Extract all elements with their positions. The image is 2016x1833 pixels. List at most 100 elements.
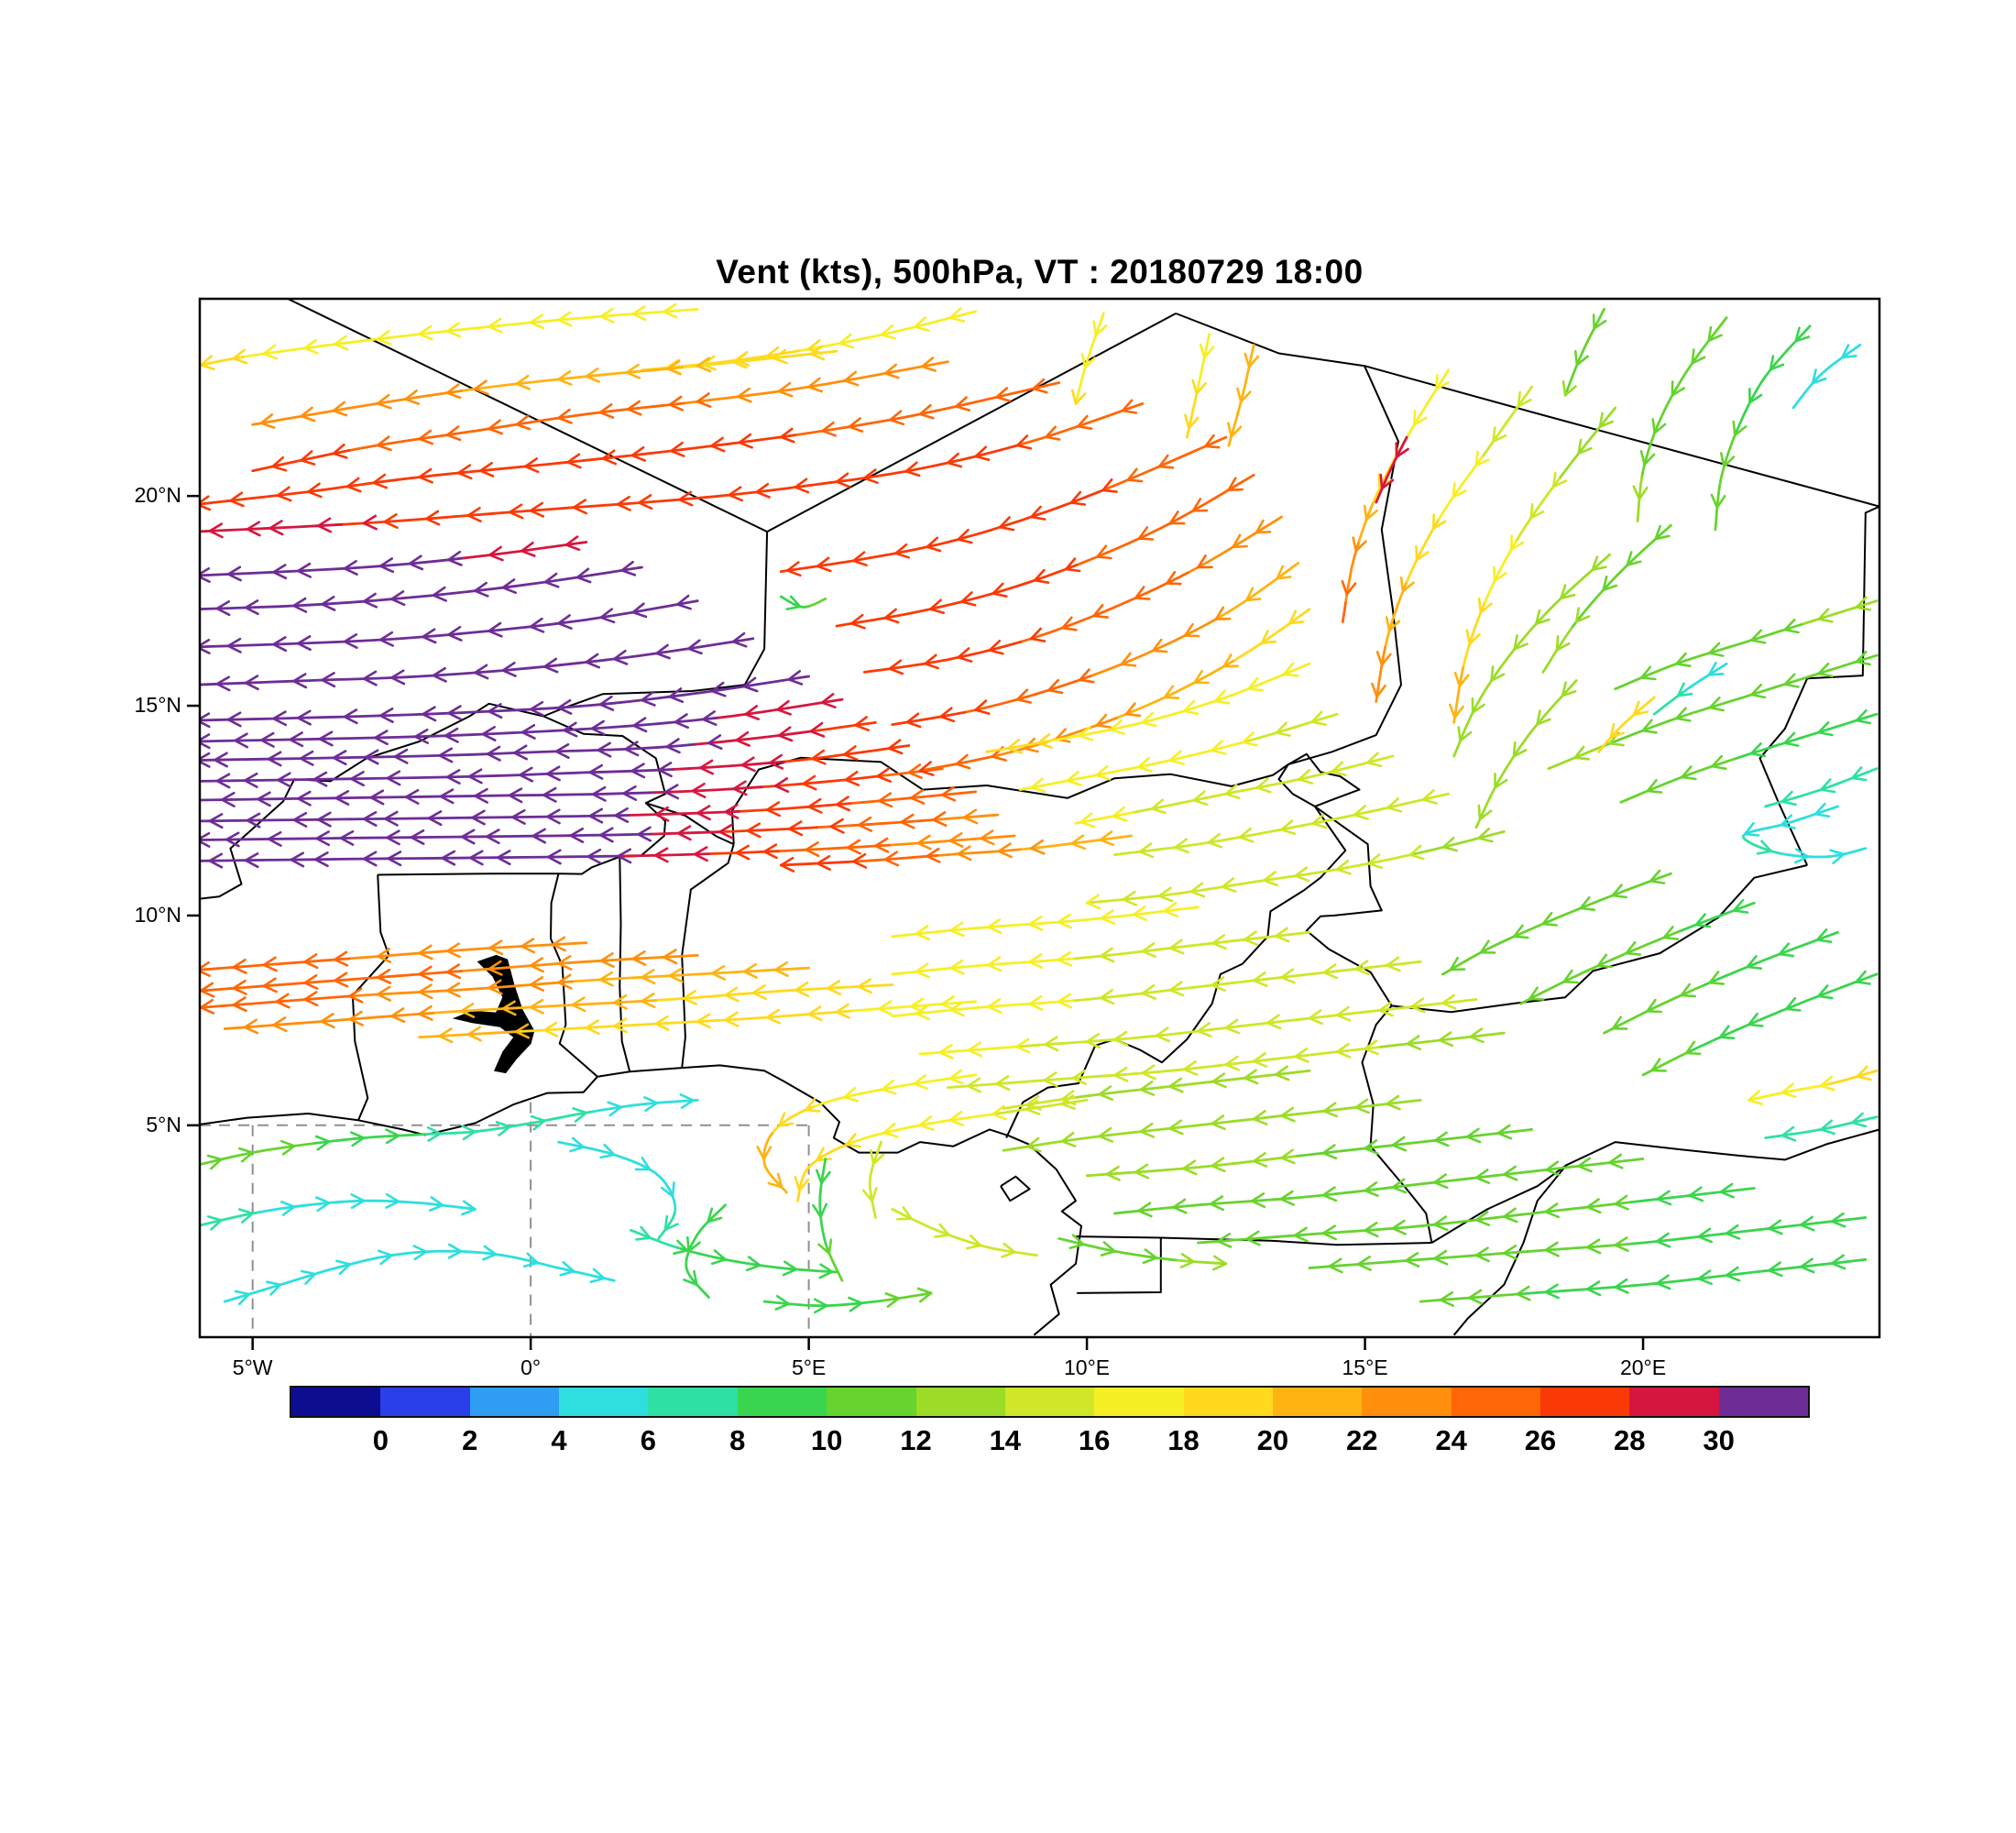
streamline [200,693,844,750]
colorbar-segment [291,1388,381,1416]
streamline [1085,1124,1534,1181]
border-togo-benin [619,856,631,1072]
streamline [891,927,1311,979]
streamline [1597,696,1656,753]
colorbar-segment [827,1388,916,1416]
border-burkina-niger-benin [542,715,735,846]
colorbar-segment [1362,1388,1452,1416]
streamline [1474,679,1578,829]
streamline [200,785,978,829]
y-tick-label: 5°N [146,1112,181,1136]
streamline [1113,789,1450,859]
streamline [1619,708,1879,804]
streamline [1791,343,1862,410]
streamline [1547,650,1879,771]
border-burkina-south [378,802,666,876]
streamline [1614,596,1879,691]
streamline [1308,1212,1868,1274]
streamline [1184,333,1215,439]
streamline [1561,307,1607,397]
streamline [200,961,810,1015]
streamline [1227,343,1260,447]
y-tick-label: 10°N [134,902,181,927]
colorbar-tick-label: 24 [1435,1424,1467,1456]
streamline [200,302,699,371]
streamline [223,978,894,1035]
streamline [200,399,1145,539]
streamline [918,608,1311,776]
colorbar-tick-label: 30 [1703,1424,1735,1456]
streamline [200,936,588,977]
border-eq-guinea [1075,1235,1162,1294]
streamline [1764,766,1879,808]
streamline [1441,869,1672,976]
x-tick-label: 15°E [1342,1356,1388,1379]
colorbar-tick-label: 20 [1256,1424,1289,1456]
streamline [1541,523,1672,674]
border-bioko-island [1000,1175,1031,1202]
streamline [779,595,827,610]
streamline [779,434,1228,577]
colorbar-tick-label: 28 [1614,1424,1646,1456]
border-lake-chad [1277,752,1361,807]
streamline [1641,970,1879,1077]
streamline [762,1287,933,1314]
colorbar-tick-label: 14 [989,1424,1022,1456]
colorbar-tick-label: 2 [462,1424,478,1456]
axis-ticks [187,494,1645,1350]
streamline [756,1069,978,1194]
streamline [1071,312,1108,405]
streamline [779,830,1133,873]
colorbar-segment [469,1388,560,1416]
wind-streamlines [200,302,1879,1314]
border-chad-sudan [1759,505,1879,866]
country-borders [200,299,1879,1336]
x-tick-label: 5°W [232,1356,273,1379]
streamline [200,716,877,768]
colorbar-tick-label: 16 [1078,1424,1111,1456]
colorbar [290,1386,1810,1418]
border-ubangi-south [1452,1164,1568,1336]
border-niger-nigeria [730,756,1289,845]
streamline [1057,1234,1228,1271]
streamline [223,1243,616,1306]
y-tick-label: 15°N [134,693,181,718]
border-chad-car [1391,864,1808,1014]
border-coastline [200,1064,1082,1336]
border-nigeria-cameroon [1005,806,1347,1139]
streamline [1074,752,1395,829]
border-chad-cameroon [1305,806,1393,1006]
streamline [891,956,1422,1021]
border-cameroon-congo [1160,1236,1432,1246]
streamline [200,669,810,729]
colorbar-segment [1540,1388,1630,1416]
streamline [200,594,699,655]
streamline [557,1136,679,1240]
streamline [1603,927,1839,1035]
streamline [200,378,1061,511]
colorbar-tick-label: 12 [900,1424,932,1456]
streamline [835,473,1255,630]
colorbar-segment [737,1388,827,1416]
colorbar-segment [1272,1388,1363,1416]
streamline [1085,827,1506,910]
streamline [1710,324,1812,532]
colorbar-segment [380,1388,470,1416]
streamline [861,1140,885,1219]
x-tick-label: 5°E [791,1356,827,1379]
streamline [251,357,949,473]
streamline [1748,1065,1879,1105]
streamline [1371,385,1534,703]
colorbar-segment [1629,1388,1719,1416]
streamline [251,345,838,429]
streamline [891,902,1200,941]
streamline [200,808,1000,848]
colorbar-segment [1183,1388,1273,1416]
streamline [891,562,1300,729]
streamline [1002,1094,1422,1153]
streamline [1419,1254,1868,1307]
colorbar-tick-label: 18 [1167,1424,1200,1456]
x-tick-label: 20°E [1619,1356,1667,1379]
streamline [200,560,643,617]
streamline [1113,1153,1645,1218]
